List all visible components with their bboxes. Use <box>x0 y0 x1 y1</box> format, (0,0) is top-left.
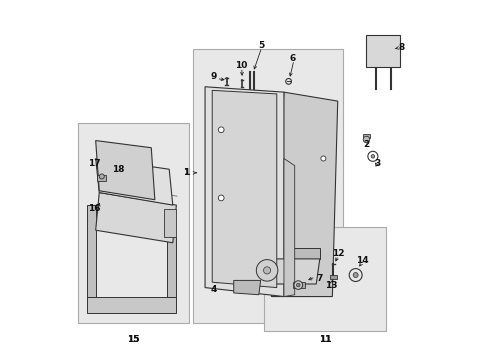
Text: 9: 9 <box>210 72 217 81</box>
Circle shape <box>352 273 357 278</box>
Polygon shape <box>212 90 276 288</box>
Circle shape <box>218 195 224 201</box>
Text: 18: 18 <box>112 165 124 174</box>
Polygon shape <box>366 35 400 67</box>
Text: 3: 3 <box>373 159 380 168</box>
Text: 15: 15 <box>127 335 139 344</box>
Polygon shape <box>292 282 304 288</box>
Text: 6: 6 <box>289 54 295 63</box>
Text: 1: 1 <box>183 168 188 177</box>
Text: 14: 14 <box>355 256 367 265</box>
Polygon shape <box>266 248 270 284</box>
Text: 11: 11 <box>318 335 331 344</box>
Circle shape <box>99 174 104 179</box>
Circle shape <box>296 283 300 287</box>
Bar <box>192 49 343 323</box>
Polygon shape <box>284 158 294 297</box>
Text: 4: 4 <box>210 285 217 294</box>
Text: 16: 16 <box>88 204 101 213</box>
Polygon shape <box>96 193 176 243</box>
Polygon shape <box>204 87 284 297</box>
Circle shape <box>363 136 369 143</box>
Text: 2: 2 <box>363 140 369 149</box>
Text: 1: 1 <box>183 168 188 177</box>
Circle shape <box>370 154 374 158</box>
Polygon shape <box>163 209 176 237</box>
Polygon shape <box>329 275 336 279</box>
Polygon shape <box>270 248 319 259</box>
Circle shape <box>218 127 224 133</box>
Polygon shape <box>86 205 96 297</box>
Bar <box>78 123 188 323</box>
Polygon shape <box>167 237 176 297</box>
Text: 13: 13 <box>325 281 337 290</box>
Text: 11: 11 <box>318 335 331 344</box>
Text: 15: 15 <box>127 335 139 344</box>
Polygon shape <box>362 134 369 138</box>
Polygon shape <box>266 259 319 284</box>
Text: 17: 17 <box>88 159 101 168</box>
Text: 7: 7 <box>316 274 322 283</box>
Text: 8: 8 <box>398 43 404 52</box>
Text: 10: 10 <box>234 61 246 70</box>
Polygon shape <box>86 297 176 313</box>
Polygon shape <box>96 158 172 205</box>
Bar <box>264 226 386 330</box>
Polygon shape <box>271 92 337 297</box>
Polygon shape <box>96 140 155 200</box>
Circle shape <box>320 156 325 161</box>
Circle shape <box>263 267 270 274</box>
Polygon shape <box>97 175 106 181</box>
Circle shape <box>256 260 277 281</box>
Polygon shape <box>233 280 260 295</box>
Text: 12: 12 <box>331 249 344 258</box>
Text: 5: 5 <box>258 41 264 50</box>
Circle shape <box>293 281 302 289</box>
